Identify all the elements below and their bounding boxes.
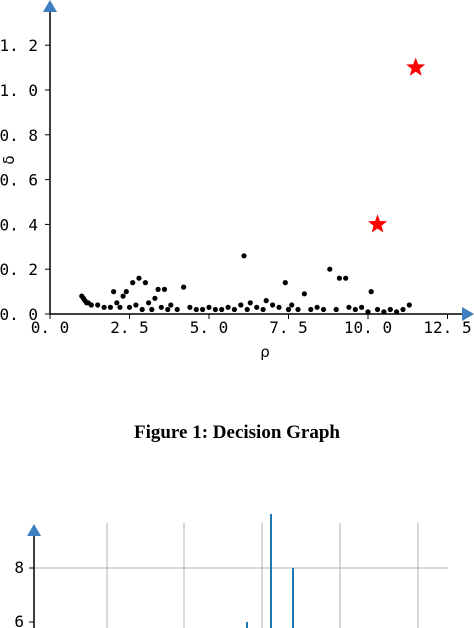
x-axis-label: ρ [260, 343, 270, 361]
y-tick-label: 0. 2 [0, 260, 38, 279]
data-point [130, 280, 136, 286]
data-point [314, 304, 320, 310]
decision-graph-chart: 0. 0 2. 5 5. 0 7. 5 10. 0 12. 5 0. 0 0. 2 0. 4 0.… [0, 0, 474, 361]
data-point [231, 306, 237, 313]
data-point [263, 298, 269, 304]
x-tick-label: 12. 5 [423, 318, 471, 337]
y-tick-label: 0. 6 [0, 171, 38, 190]
data-point [107, 304, 113, 310]
data-point [174, 306, 180, 313]
y-tick-label: 0. 8 [0, 126, 38, 145]
data-point [142, 280, 148, 286]
data-point [343, 275, 349, 281]
data-point [400, 306, 406, 313]
data-point [247, 300, 253, 306]
data-point [168, 302, 174, 308]
data-point [126, 304, 133, 310]
x-axis-arrow-icon [462, 307, 474, 321]
data-point [111, 289, 117, 295]
data-point [101, 304, 107, 310]
data-point [117, 304, 123, 310]
data-point [295, 306, 301, 313]
data-point [406, 302, 412, 308]
data-point [241, 253, 247, 259]
cluster-center-star [368, 214, 388, 233]
data-point [381, 309, 387, 315]
x-tick-label: 2. 5 [110, 318, 149, 337]
second-chart: 86 [14, 514, 448, 628]
data-point [270, 302, 276, 308]
data-point [320, 306, 327, 313]
data-point [394, 309, 400, 315]
y-axis-label: δ [0, 155, 18, 164]
figure-caption: Figure 1: Decision Graph [133, 422, 340, 443]
data-point [238, 302, 244, 308]
data-point [212, 306, 218, 313]
data-point [289, 302, 295, 308]
y-tick-label: 1. 2 [0, 36, 38, 55]
data-point [282, 280, 288, 286]
data-point [155, 286, 161, 292]
x-tick-label: 7. 5 [269, 318, 308, 337]
y-tick-label: 8 [14, 558, 24, 577]
y-tick-label: 0. 0 [0, 305, 38, 324]
data-point [260, 306, 266, 313]
data-point [165, 306, 171, 313]
data-point [276, 304, 282, 310]
data-point [285, 306, 292, 313]
data-point [387, 306, 393, 313]
data-point [149, 306, 155, 313]
data-point [88, 302, 94, 308]
data-point [181, 284, 187, 290]
data-point [133, 302, 139, 308]
data-point [336, 275, 342, 281]
data-point [352, 306, 358, 313]
cluster-center-star [406, 57, 426, 76]
x-tick-label: 10. 0 [344, 318, 392, 337]
x-tick-label: 0. 0 [31, 318, 70, 337]
data-point [368, 289, 374, 295]
data-point [187, 304, 193, 310]
data-point [327, 266, 333, 272]
data-point [225, 304, 231, 310]
data-point [244, 306, 250, 313]
data-point [152, 295, 158, 301]
data-point [206, 304, 212, 310]
data-point [308, 306, 314, 313]
data-point [374, 306, 381, 313]
y-tick-label: 6 [14, 612, 24, 628]
data-point [95, 302, 101, 308]
data-point [219, 306, 225, 313]
data-point [139, 306, 145, 313]
data-point [333, 306, 339, 313]
data-point [200, 306, 206, 313]
data-point [254, 304, 260, 310]
data-point [120, 293, 126, 299]
data-point [114, 300, 120, 306]
y-axis-arrow-icon [43, 0, 57, 12]
data-point [365, 309, 371, 315]
y-axis-arrow-icon [27, 524, 41, 536]
y-tick-label: 0. 4 [0, 215, 38, 234]
data-point [193, 306, 199, 313]
data-point [158, 304, 164, 310]
data-point [359, 304, 365, 310]
data-point [346, 304, 352, 310]
x-tick-label: 5. 0 [190, 318, 229, 337]
data-point [161, 286, 168, 292]
data-point [301, 291, 307, 297]
data-point [136, 275, 142, 281]
data-point [123, 289, 129, 295]
y-tick-label: 1. 0 [0, 81, 38, 100]
data-point [146, 300, 152, 306]
